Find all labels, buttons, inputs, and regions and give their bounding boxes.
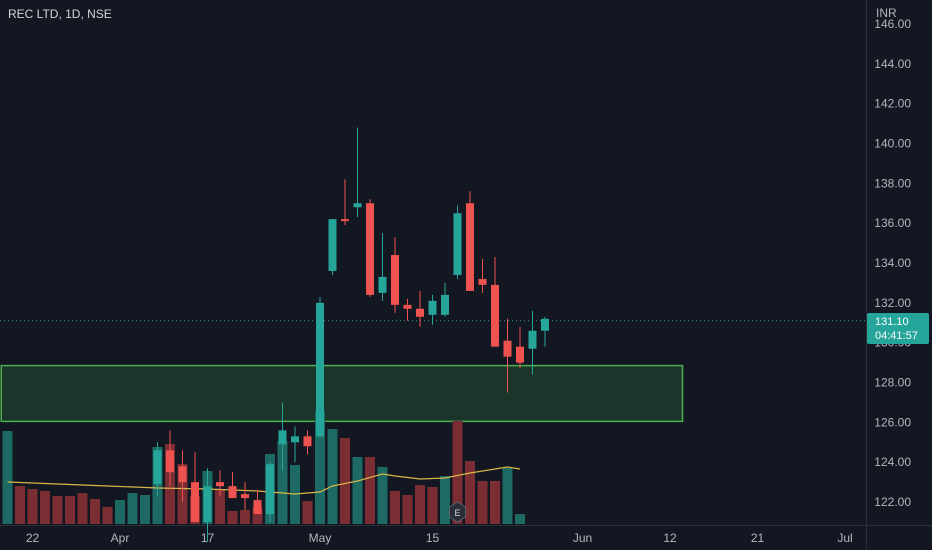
last-price-tag: 131.10 04:41:57 [867,313,929,344]
candle-body[interactable] [316,302,324,437]
support-zone-rect[interactable] [0,364,684,423]
earnings-marker-label: E [454,508,460,518]
y-tick-label: 142.00 [874,97,911,111]
volume-bar [502,468,513,524]
candle-body[interactable] [466,203,474,291]
last-price-value: 131.10 [875,316,909,328]
x-tick-label: 15 [426,531,440,545]
volume-bar [465,461,475,524]
volume-bar [52,496,63,524]
y-tick-label: 136.00 [874,216,911,230]
candle-body[interactable] [541,318,549,331]
candle-body[interactable] [266,464,274,515]
x-tick-label: 17 [201,531,215,545]
volume-bar [140,495,150,524]
candle-body[interactable] [353,203,362,208]
volume-bar [452,421,463,524]
volume-bar [302,501,313,524]
volume-bar [365,457,375,524]
volume-bar [15,486,25,524]
volume-bar [2,431,13,524]
volume-bar [352,457,363,524]
y-tick-label: 144.00 [874,57,911,71]
candle-body[interactable] [241,494,249,499]
candle-body[interactable] [453,213,462,275]
candle-body[interactable] [416,308,424,317]
volume-bar [215,490,225,524]
x-tick-label: Jun [573,531,592,545]
candle-body[interactable] [441,294,449,315]
candle-body[interactable] [253,500,262,515]
candle-body[interactable] [153,450,162,485]
y-tick-label: 128.00 [874,376,911,390]
candle-body[interactable] [366,203,374,295]
candle-body[interactable] [291,436,299,443]
x-tick-label: Apr [111,531,130,545]
candle-body[interactable] [178,466,187,483]
y-tick-label: 146.00 [874,17,911,31]
y-tick-label: 124.00 [874,455,911,469]
candle-body[interactable] [203,486,212,523]
volume-bar [390,491,400,524]
candle-body[interactable] [328,219,337,271]
candle-body[interactable] [341,219,349,222]
y-tick-label: 134.00 [874,256,911,270]
volume-bar [90,499,100,524]
volume-bar [65,496,75,524]
candle-body[interactable] [403,304,412,309]
y-tick-label: 122.00 [874,495,911,509]
volume-bar [515,514,525,524]
candle-body[interactable] [516,346,524,363]
volume-bar [127,493,138,524]
candle-body[interactable] [228,486,237,499]
x-tick-label: 21 [751,531,765,545]
volume-bar [240,510,250,524]
volume-bar [340,438,350,524]
candle-body[interactable] [503,340,512,357]
volume-bar [102,507,113,524]
candle-body[interactable] [303,436,312,447]
candle-body[interactable] [166,450,174,473]
volume-ma-line [7,466,521,495]
volume-bar [277,441,288,524]
volume-bar [227,511,238,524]
candle-body[interactable] [428,300,437,315]
candle-body[interactable] [378,276,387,293]
earnings-marker[interactable] [449,501,466,523]
y-tick-label: 132.00 [874,296,911,310]
y-tick-label: 140.00 [874,136,911,150]
volume-bar [477,481,488,524]
candle-body[interactable] [478,278,487,285]
candle-body[interactable] [191,482,199,523]
volume-bar [77,493,88,524]
y-tick-label: 126.00 [874,415,911,429]
volume-bar [40,491,50,524]
currency-label: INR [876,6,897,20]
x-tick-label: 22 [26,531,40,545]
candle-body[interactable] [278,430,287,445]
volume-bar [402,495,413,524]
candle-body[interactable] [491,284,499,347]
x-tick-label: 12 [663,531,677,545]
bar-countdown: 04:41:57 [875,330,918,342]
volume-bar [427,487,438,524]
volume-bar [490,481,500,524]
volume-bar [315,411,325,524]
volume-bar [252,507,263,524]
volume-bar [377,467,388,524]
volume-bar [415,485,425,524]
x-tick-label: Jul [837,531,852,545]
volume-bar [327,429,338,524]
volume-bar [115,500,125,524]
x-tick-label: May [309,531,332,545]
symbol-title: REC LTD, 1D, NSE [8,7,112,21]
candle-body[interactable] [216,482,224,487]
candle-body[interactable] [391,255,399,305]
volume-bar [440,476,450,524]
candle-body[interactable] [528,330,537,349]
y-tick-label: 138.00 [874,176,911,190]
volume-bar [27,489,38,524]
